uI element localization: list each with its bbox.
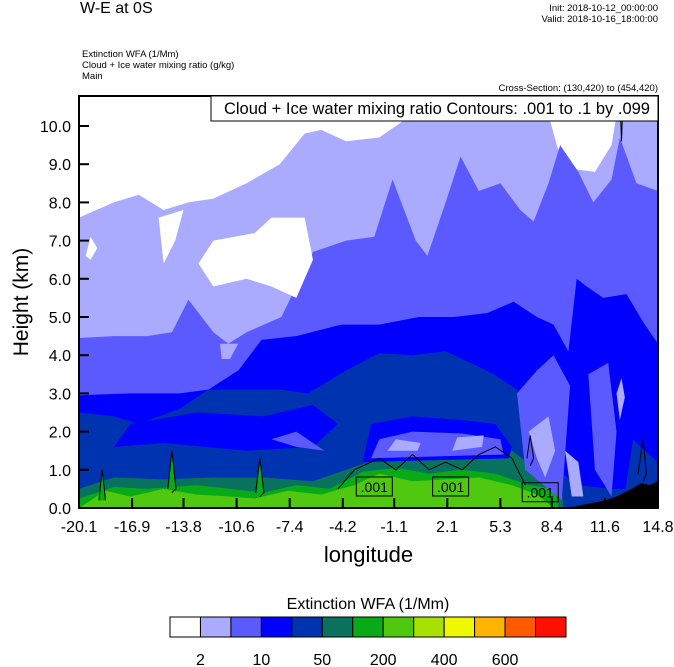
contour-line bbox=[637, 439, 647, 482]
colorbar-swatch bbox=[291, 616, 323, 638]
colorbar-title: Extinction WFA (1/Mm) bbox=[286, 596, 450, 613]
contour-label-box bbox=[432, 476, 470, 497]
colorbar-swatch bbox=[199, 616, 232, 638]
colorbar-swatch bbox=[504, 616, 537, 638]
y-tick-label: 4.0 bbox=[49, 348, 71, 365]
colorbar-label: 200 bbox=[370, 652, 397, 667]
contour-line bbox=[98, 469, 107, 501]
field-pocket bbox=[168, 450, 176, 489]
colorbar-label: 400 bbox=[431, 652, 458, 667]
x-tick-label: -16.9 bbox=[114, 519, 151, 536]
x-tick-label: 2.1 bbox=[436, 519, 458, 536]
level-gt-200 bbox=[79, 473, 554, 508]
x-tick-label: 5.3 bbox=[489, 519, 511, 536]
x-axis-label: longitude bbox=[323, 542, 414, 567]
contour-label-box bbox=[521, 482, 559, 503]
field-pocket bbox=[387, 439, 421, 451]
x-tick-label: -1.1 bbox=[380, 519, 408, 536]
contour-label: .001 bbox=[527, 485, 554, 501]
colorbar-swatch bbox=[535, 616, 567, 638]
field-pocket bbox=[588, 362, 617, 497]
contour-label: .001 bbox=[361, 479, 388, 495]
y-tick-label: 5.0 bbox=[49, 310, 71, 327]
subtitle-field-2: Cloud + Ice water mixing ratio (g/kg) bbox=[82, 60, 235, 71]
field-pocket bbox=[198, 217, 313, 298]
subtitle-field-3: Main bbox=[82, 71, 103, 82]
y-tick-label: 2.0 bbox=[49, 425, 71, 442]
field-pocket bbox=[85, 236, 98, 260]
x-tick-label: -20.1 bbox=[61, 519, 98, 536]
field-pocket bbox=[256, 458, 264, 493]
mixing-ratio-contours: .001 .001 .001 bbox=[98, 96, 647, 503]
y-tick-label: 7.0 bbox=[49, 234, 71, 251]
x-tick-label: 8.4 bbox=[541, 519, 563, 536]
colorbar-swatch bbox=[321, 616, 354, 638]
y-axis-label: Height (km) bbox=[10, 247, 33, 357]
contour-line bbox=[255, 458, 265, 497]
x-tick-label: -13.8 bbox=[165, 519, 202, 536]
colorbar-swatch bbox=[352, 616, 384, 638]
colorbar-swatch bbox=[230, 616, 262, 638]
subtitle-field-1: Extinction WFA (1/Mm) bbox=[82, 49, 179, 60]
contour-line bbox=[526, 435, 535, 467]
colorbar-label: 2 bbox=[196, 652, 205, 667]
axes: 0.01.02.03.04.05.06.07.08.09.010.0-20.1-… bbox=[40, 119, 674, 536]
field-pocket bbox=[528, 416, 556, 478]
contour-label: .001 bbox=[437, 479, 464, 495]
field-pocket bbox=[271, 431, 325, 451]
x-tick-label: -10.6 bbox=[218, 519, 255, 536]
colorbar-swatch bbox=[443, 616, 476, 638]
colorbar-swatch bbox=[474, 616, 506, 638]
contour-info-box bbox=[210, 95, 659, 122]
y-tick-label: 10.0 bbox=[40, 119, 71, 136]
y-tick-label: 9.0 bbox=[49, 157, 71, 174]
y-tick-label: 0.0 bbox=[49, 501, 71, 518]
init-time: Init: 2018-10-12_00:00:00 bbox=[549, 3, 658, 14]
plot-title: W-E at 0S bbox=[80, 0, 153, 17]
contour-line bbox=[337, 446, 526, 490]
colorbar-swatch bbox=[169, 616, 201, 638]
colorbar-label: 50 bbox=[313, 652, 331, 667]
y-tick-label: 8.0 bbox=[49, 195, 71, 212]
contour-line bbox=[167, 450, 177, 494]
colorbar-label: 600 bbox=[492, 652, 519, 667]
y-tick-label: 3.0 bbox=[49, 386, 71, 403]
field-pocket bbox=[452, 435, 484, 451]
colorbar-swatch bbox=[382, 616, 415, 638]
y-tick-label: 6.0 bbox=[49, 272, 71, 289]
field-pocket bbox=[220, 343, 239, 360]
x-tick-label: -7.4 bbox=[276, 519, 304, 536]
field-pocket bbox=[565, 450, 584, 497]
field-pocket bbox=[624, 439, 658, 493]
x-tick-label: 14.8 bbox=[642, 519, 673, 536]
terrain bbox=[566, 481, 658, 508]
valid-time: Valid: 2018-10-16_18:00:00 bbox=[541, 14, 658, 25]
colorbar-swatch bbox=[413, 616, 445, 638]
colorbar-swatch bbox=[260, 616, 293, 638]
colorbar-label: 10 bbox=[252, 652, 270, 667]
y-tick-label: 1.0 bbox=[49, 463, 71, 480]
colorbar: 2 10 50 200 400 600 bbox=[169, 616, 567, 667]
field-pocket bbox=[158, 210, 184, 264]
field-pocket bbox=[616, 378, 625, 421]
x-tick-label: -4.2 bbox=[329, 519, 357, 536]
contour-info-text: Cloud + Ice water mixing ratio Contours:… bbox=[224, 100, 650, 118]
cross-section-info: Cross-Section: (130,420) to (454,420) bbox=[498, 83, 658, 94]
field-pocket bbox=[98, 469, 106, 501]
extinction-field bbox=[79, 96, 658, 508]
contour-label-box bbox=[355, 476, 393, 497]
x-tick-label: 11.6 bbox=[590, 519, 620, 536]
